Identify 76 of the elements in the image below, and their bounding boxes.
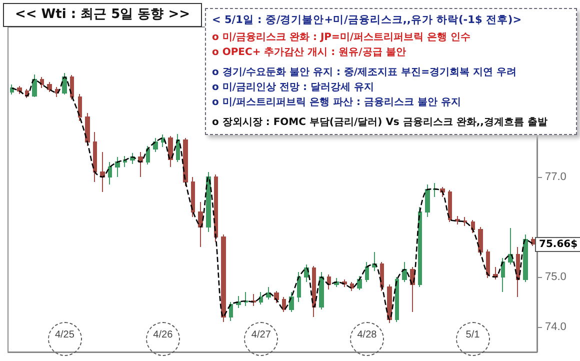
candlestick <box>176 134 180 162</box>
candlestick <box>40 76 44 88</box>
candlestick <box>297 272 301 302</box>
candlestick <box>146 146 150 165</box>
candlestick <box>312 266 316 318</box>
y-tick-label: 74.0 <box>545 321 566 333</box>
annotation: o 장외시장 : FOMC 부담(금리/달러) Vs 금융리스크 완화,,경계흐름 출발 <box>212 116 548 130</box>
text: 75.66$ <box>535 236 580 252</box>
chart-title: << Wti : 최근 5일 동향 >> <box>3 3 202 27</box>
candlestick <box>433 182 437 198</box>
candlestick <box>380 262 384 292</box>
annotation: o 경기/수요둔화 불안 유지 : 중/제조지표 부진=경기회복 지연 우려 <box>212 66 518 80</box>
candlestick <box>455 216 460 225</box>
candlestick <box>198 202 203 248</box>
candlestick <box>350 282 354 292</box>
text: < 5/1일 : 중/경기불안+미/금융리스크,,유가 하락(-1$ 전후)> <box>212 14 522 26</box>
candlestick <box>365 262 369 282</box>
candlestick <box>251 294 256 306</box>
candlestick <box>289 292 294 312</box>
candlestick <box>62 72 67 95</box>
candlestick <box>501 258 505 292</box>
y-tick-label: 75.0 <box>545 271 566 283</box>
candlestick <box>418 206 422 288</box>
candlestick <box>153 138 158 152</box>
candlestick <box>108 162 112 185</box>
candlestick <box>274 290 279 304</box>
x-tick-label: 5/1 <box>466 330 480 340</box>
candlestick <box>191 176 195 218</box>
candlestick <box>266 286 271 300</box>
candlestick <box>327 274 331 290</box>
candlestick <box>395 276 399 322</box>
candlestick <box>229 302 233 322</box>
annotation: o 미/퍼스트리퍼브릭 은행 파산 : 금융리스크 불안 유지 <box>212 96 462 110</box>
candlestick <box>486 249 490 278</box>
candlestick <box>214 174 218 242</box>
candlestick <box>259 292 263 305</box>
candlestick <box>478 226 483 256</box>
x-tick-label: 4/26 <box>153 330 174 340</box>
candlestick <box>32 74 37 98</box>
candlestick <box>244 292 248 306</box>
candlestick <box>161 134 165 148</box>
candlestick <box>206 172 211 232</box>
candlestick <box>168 136 173 168</box>
annotation: o 미/금융리스크 완화 : JP=미/퍼스트리퍼브릭 은행 인수 <box>212 31 472 45</box>
y-tick-label: 77.0 <box>545 171 566 183</box>
candlestick <box>319 272 324 310</box>
candlestick <box>221 234 226 322</box>
candlestick <box>85 112 90 146</box>
candlestick <box>402 262 407 282</box>
x-tick-label: 4/25 <box>54 330 75 340</box>
candlestick <box>516 246 520 298</box>
candlestick <box>508 228 513 265</box>
candlestick <box>47 82 52 92</box>
candlestick <box>425 184 430 218</box>
candlestick <box>123 156 127 168</box>
annotation: o 미/금리인상 전망 : 달러강세 유지 <box>212 81 375 95</box>
candlestick <box>236 296 241 308</box>
candlestick <box>17 86 22 94</box>
candlestick <box>115 156 120 178</box>
candlestick <box>78 94 82 122</box>
candlestick <box>100 152 105 192</box>
candlestick <box>70 74 74 100</box>
candlestick <box>448 190 452 222</box>
x-tick-label: 4/27 <box>251 330 272 340</box>
candlestick <box>523 234 528 282</box>
candlestick <box>463 216 467 226</box>
candlestick <box>531 236 535 246</box>
candlestick <box>93 132 97 182</box>
candlestick <box>471 220 475 234</box>
candlestick <box>10 84 14 95</box>
candlestick <box>183 138 188 186</box>
candlestick <box>387 284 392 324</box>
candlestick <box>357 276 362 290</box>
candlestick <box>282 296 286 312</box>
annotation: o OPEC+ 추가감산 개시 : 원유/공급 불안 <box>212 46 407 60</box>
x-tick-label: 4/28 <box>357 330 378 340</box>
